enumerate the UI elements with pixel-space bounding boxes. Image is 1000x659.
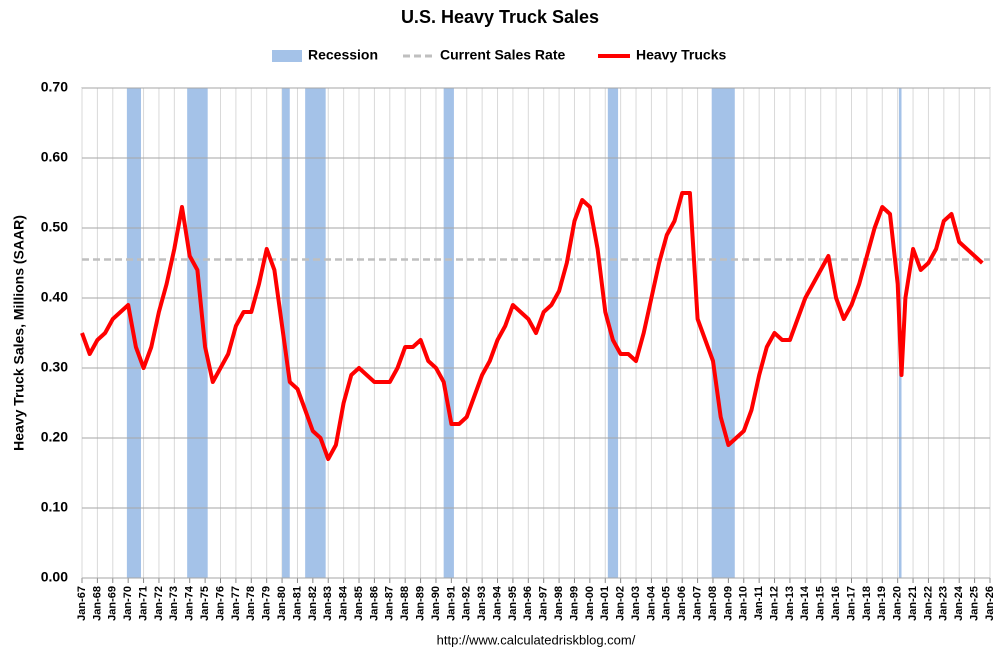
x-tick-label: Jan-84 xyxy=(338,585,350,621)
x-tick-label: Jan-93 xyxy=(476,586,488,621)
x-tick-label: Jan-22 xyxy=(922,586,934,621)
x-tick-label: Jan-71 xyxy=(137,586,149,621)
x-tick-label: Jan-07 xyxy=(691,586,703,621)
x-tick-label: Jan-94 xyxy=(491,585,503,621)
x-tick-label: Jan-97 xyxy=(538,586,550,621)
x-tick-label: Jan-69 xyxy=(107,586,119,621)
x-tick-label: Jan-17 xyxy=(845,586,857,621)
x-tick-label: Jan-78 xyxy=(245,586,257,621)
x-tick-label: Jan-73 xyxy=(168,586,180,621)
x-tick-label: Jan-81 xyxy=(291,586,303,621)
x-tick-label: Jan-23 xyxy=(938,586,950,621)
y-tick-label: 0.60 xyxy=(41,149,68,165)
x-tick-label: Jan-68 xyxy=(91,586,103,621)
x-tick-label: Jan-83 xyxy=(322,586,334,621)
x-tick-label: Jan-00 xyxy=(584,586,596,621)
y-tick-label: 0.20 xyxy=(41,429,68,445)
x-tick-label: Jan-96 xyxy=(522,586,534,621)
y-axis-label: Heavy Truck Sales, Millions (SAAR) xyxy=(11,215,27,451)
x-tick-label: Jan-82 xyxy=(307,586,319,621)
x-tick-label: Jan-91 xyxy=(445,586,457,621)
x-tick-label: Jan-72 xyxy=(153,586,165,621)
recession-band xyxy=(282,88,290,578)
x-tick-label: Jan-13 xyxy=(784,586,796,621)
source: http://www.calculatedriskblog.com/ xyxy=(437,632,636,647)
x-tick-label: Jan-77 xyxy=(230,586,242,621)
x-tick-label: Jan-85 xyxy=(353,586,365,621)
x-tick-label: Jan-92 xyxy=(461,586,473,621)
chart-title: U.S. Heavy Truck Sales xyxy=(401,7,599,27)
x-tick-label: Jan-18 xyxy=(861,586,873,621)
recession-band xyxy=(443,88,454,578)
x-tick-label: Jan-25 xyxy=(969,586,981,621)
x-tick-label: Jan-89 xyxy=(414,586,426,621)
recession-band xyxy=(187,88,208,578)
x-tick-label: Jan-02 xyxy=(615,586,627,621)
x-tick-label: Jan-79 xyxy=(261,586,273,621)
legend-label: Heavy Trucks xyxy=(636,47,726,63)
x-tick-label: Jan-16 xyxy=(830,586,842,621)
recession-band xyxy=(305,88,326,578)
y-tick-label: 0.40 xyxy=(41,289,68,305)
x-tick-label: Jan-98 xyxy=(553,586,565,621)
x-tick-label: Jan-03 xyxy=(630,586,642,621)
x-tick-label: Jan-08 xyxy=(707,586,719,621)
x-tick-label: Jan-24 xyxy=(953,585,965,621)
y-tick-label: 0.00 xyxy=(41,569,68,585)
x-tick-label: Jan-14 xyxy=(799,585,811,621)
x-tick-label: Jan-01 xyxy=(599,586,611,621)
y-tick-label: 0.30 xyxy=(41,359,68,375)
x-tick-label: Jan-15 xyxy=(815,586,827,621)
x-tick-label: Jan-75 xyxy=(199,586,211,621)
legend-swatch xyxy=(272,50,302,62)
x-tick-label: Jan-86 xyxy=(368,586,380,621)
x-tick-label: Jan-76 xyxy=(214,586,226,621)
x-tick-label: Jan-09 xyxy=(722,586,734,621)
x-tick-label: Jan-26 xyxy=(984,586,996,621)
recession-band xyxy=(711,88,735,578)
x-tick-label: Jan-90 xyxy=(430,586,442,621)
x-tick-label: Jan-80 xyxy=(276,586,288,621)
x-tick-label: Jan-05 xyxy=(661,586,673,621)
x-tick-label: Jan-06 xyxy=(676,586,688,621)
x-tick-label: Jan-21 xyxy=(907,586,919,621)
y-tick-label: 0.10 xyxy=(41,499,68,515)
x-tick-label: Jan-11 xyxy=(753,586,765,620)
x-tick-label: Jan-95 xyxy=(507,586,519,621)
x-tick-label: Jan-67 xyxy=(76,586,88,621)
x-tick-label: Jan-99 xyxy=(568,586,580,621)
x-tick-label: Jan-88 xyxy=(399,586,411,621)
x-tick-label: Jan-12 xyxy=(768,586,780,621)
y-tick-label: 0.70 xyxy=(41,79,68,95)
x-tick-label: Jan-87 xyxy=(384,586,396,621)
data-line xyxy=(80,191,984,461)
y-tick-label: 0.50 xyxy=(41,219,68,235)
x-tick-label: Jan-10 xyxy=(738,586,750,621)
x-tick-label: Jan-70 xyxy=(122,586,134,621)
x-tick-label: Jan-20 xyxy=(892,586,904,621)
legend-label: Current Sales Rate xyxy=(440,47,565,63)
legend-label: Recession xyxy=(308,47,378,63)
x-tick-label: Jan-74 xyxy=(184,585,196,621)
x-tick-label: Jan-19 xyxy=(876,586,888,621)
x-tick-label: Jan-04 xyxy=(645,585,657,621)
